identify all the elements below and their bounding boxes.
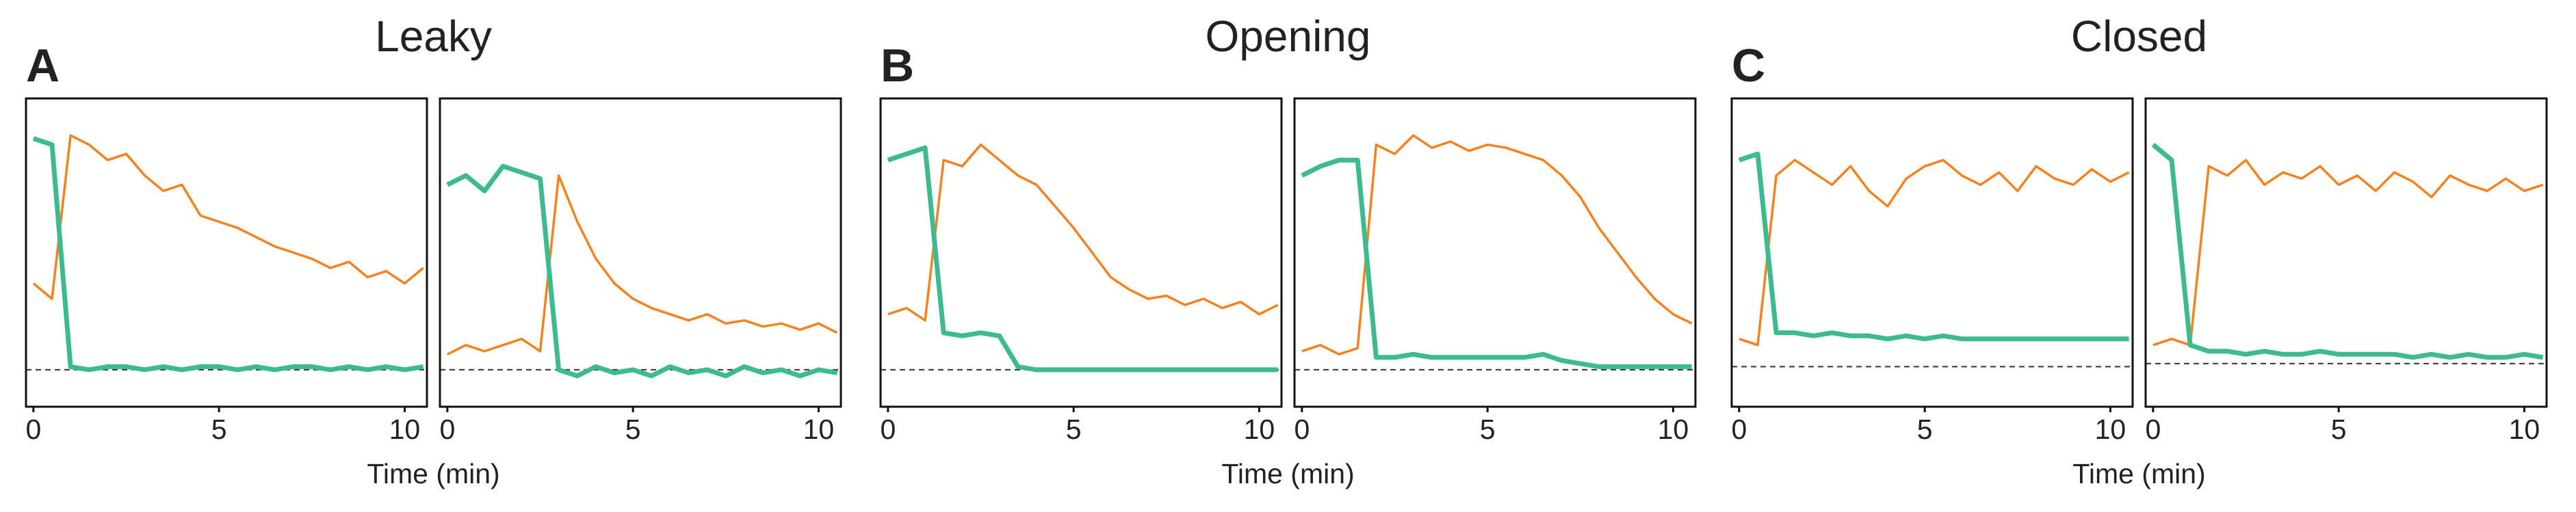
panel-letter: C bbox=[1732, 40, 1765, 92]
x-tick-label: 10 bbox=[2095, 414, 2126, 445]
series-line bbox=[446, 163, 838, 379]
plot-area bbox=[440, 163, 841, 379]
x-tick-label: 10 bbox=[803, 414, 835, 445]
plot-area bbox=[1732, 151, 2133, 368]
x-tick-label: 10 bbox=[2509, 414, 2540, 445]
series-line bbox=[447, 174, 838, 355]
x-tick-label: 10 bbox=[389, 414, 421, 445]
plot-area bbox=[2146, 143, 2547, 364]
x-tick-label: 10 bbox=[1658, 414, 1689, 445]
x-tick-label: 10 bbox=[1244, 414, 1275, 445]
x-axis-label: Time (min) bbox=[1221, 458, 1354, 489]
panel-frame bbox=[25, 97, 428, 408]
group-title: Closed bbox=[2071, 12, 2207, 61]
series-line bbox=[2152, 159, 2544, 347]
series-line bbox=[887, 143, 1279, 322]
series-line bbox=[887, 145, 1278, 373]
plot-area bbox=[1294, 134, 1695, 370]
x-tick-label: 0 bbox=[1294, 414, 1310, 445]
group-title: Opening bbox=[1206, 12, 1371, 61]
x-tick-label: 5 bbox=[1480, 414, 1496, 445]
panel: 0 5 10 bbox=[1293, 97, 1697, 445]
x-tick-label: 0 bbox=[25, 414, 41, 445]
panel-letter: B bbox=[881, 40, 914, 92]
panel: 0 5 10 bbox=[1730, 97, 2134, 445]
panel-frame bbox=[879, 97, 1283, 408]
x-tick-label: 5 bbox=[1917, 414, 1933, 445]
series-line bbox=[1739, 159, 2130, 347]
panel-frame bbox=[2144, 97, 2548, 408]
series-line bbox=[1738, 151, 2129, 342]
x-tick-label: 0 bbox=[880, 414, 896, 445]
series-line bbox=[2151, 143, 2544, 360]
series-line bbox=[32, 134, 424, 300]
x-tick-label: 5 bbox=[2331, 414, 2347, 445]
series-line bbox=[32, 136, 424, 373]
group-title: Leaky bbox=[375, 12, 492, 61]
x-tick-label: 5 bbox=[211, 414, 227, 445]
series-line bbox=[1301, 157, 1692, 369]
x-tick-label: 0 bbox=[1731, 414, 1747, 445]
plot-area bbox=[881, 143, 1282, 373]
panel-frame bbox=[1730, 97, 2134, 408]
x-tick-label: 5 bbox=[1066, 414, 1082, 445]
x-tick-label: 5 bbox=[625, 414, 641, 445]
x-axis-label: Time (min) bbox=[2072, 458, 2205, 489]
panel-frame bbox=[1293, 97, 1697, 408]
panel: 0 5 10 bbox=[25, 97, 428, 445]
plot-area bbox=[26, 134, 427, 373]
x-axis-label: Time (min) bbox=[367, 458, 499, 489]
panel-letter: A bbox=[26, 40, 60, 92]
panel: 0 5 10 bbox=[2144, 97, 2548, 445]
panel-frame bbox=[439, 97, 842, 408]
panel: 0 5 10 bbox=[879, 97, 1283, 445]
x-tick-label: 0 bbox=[439, 414, 455, 445]
x-tick-label: 0 bbox=[2145, 414, 2161, 445]
panel: 0 5 10 bbox=[439, 97, 842, 445]
